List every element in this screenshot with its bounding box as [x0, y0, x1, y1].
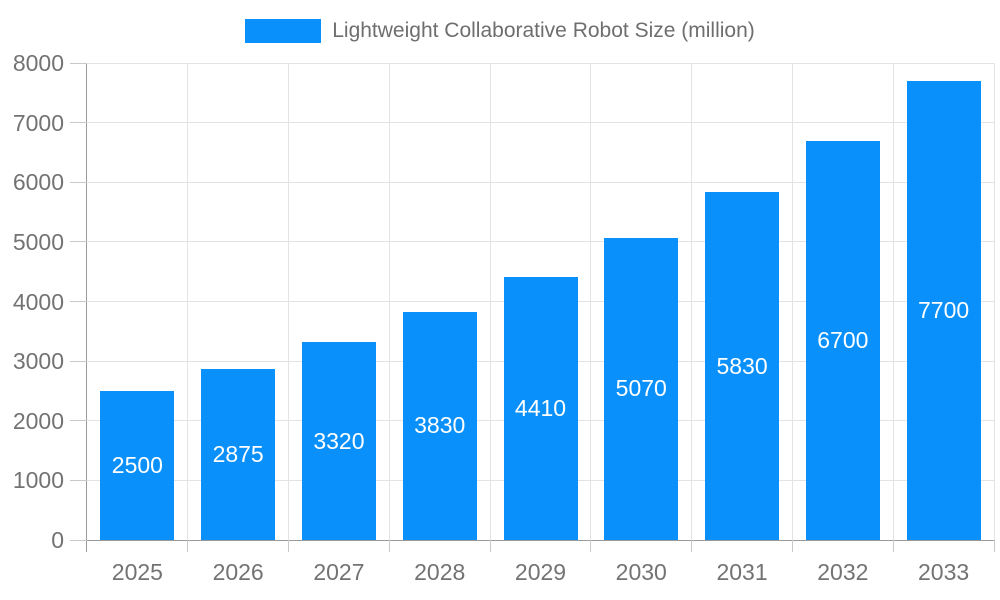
x-tick-mark [388, 540, 390, 552]
bar-2025[interactable]: 2500 [100, 390, 175, 540]
bar-value-label: 7700 [918, 296, 970, 323]
bar-value-label: 3320 [313, 427, 365, 454]
y-tick-mark [70, 241, 87, 243]
bar-value-label: 5830 [716, 352, 768, 379]
y-tick-label: 7000 [12, 109, 64, 136]
x-tick-label-2029: 2029 [514, 559, 567, 585]
y-tick-mark [70, 420, 87, 422]
y-tick-label: 0 [51, 527, 64, 553]
x-tick-mark [791, 540, 793, 552]
x-tick-mark [892, 540, 894, 552]
bar-value-label: 4410 [514, 395, 567, 422]
plot-area: 2500 2875 3320 3830 4410 5070 5830 6700 7700 [87, 62, 995, 540]
x-tick-mark [187, 540, 189, 552]
x-tick-mark [288, 540, 290, 552]
y-tick-mark [70, 181, 87, 183]
y-tick-label: 8000 [12, 50, 64, 76]
bar-2029[interactable]: 4410 [503, 277, 578, 540]
y-tick-mark [70, 539, 87, 541]
bar-value-label: 2500 [111, 451, 163, 478]
bar-value-label: 6700 [817, 326, 869, 353]
y-tick-mark [70, 479, 87, 481]
bar-value-label: 2875 [212, 440, 264, 467]
x-axis-line [86, 540, 994, 541]
bar-2027[interactable]: 3320 [301, 342, 376, 540]
y-tick-mark [70, 360, 87, 362]
x-tick-mark [993, 540, 995, 552]
y-tick-mark [70, 301, 87, 302]
bar-value-label: 5070 [615, 375, 667, 402]
x-tick-label-2033: 2033 [918, 559, 970, 585]
x-tick-mark [489, 540, 491, 552]
gridline-horizontal [87, 122, 994, 124]
x-tick-label-2031: 2031 [716, 559, 768, 585]
y-tick-mark [70, 122, 87, 124]
bar-2032[interactable]: 6700 [805, 140, 880, 540]
x-tick-label-2026: 2026 [212, 559, 264, 585]
gridline-vertical [187, 63, 189, 540]
legend-label: Lightweight Collaborative Robot Size (mi… [332, 19, 755, 42]
gridline-vertical [388, 63, 390, 540]
x-tick-label-2028: 2028 [414, 559, 466, 585]
legend-swatch-icon [245, 19, 322, 43]
y-tick-label: 6000 [12, 169, 64, 196]
bar-2026[interactable]: 2875 [201, 368, 276, 540]
x-tick-label-2025: 2025 [111, 559, 163, 585]
chart-legend[interactable]: Lightweight Collaborative Robot Size (mi… [0, 19, 1000, 43]
y-tick-label: 2000 [12, 407, 64, 434]
gridline-vertical [791, 63, 793, 540]
gridline-vertical [993, 63, 995, 540]
bar-2028[interactable]: 3830 [402, 311, 477, 540]
bar-2031[interactable]: 5830 [705, 192, 780, 540]
x-tick-label-2030: 2030 [615, 559, 667, 585]
y-tick-label: 5000 [12, 228, 64, 255]
gridline-horizontal [87, 62, 994, 64]
y-tick-label: 4000 [12, 288, 64, 315]
y-tick-mark [70, 62, 87, 64]
x-tick-label-2032: 2032 [817, 559, 869, 585]
x-tick-mark [691, 540, 693, 552]
x-tick-label-2027: 2027 [313, 559, 365, 585]
gridline-vertical [288, 63, 290, 540]
bar-2033[interactable]: 7700 [906, 80, 981, 540]
gridline-vertical [489, 63, 491, 540]
y-tick-label: 3000 [12, 348, 64, 375]
bar-value-label: 3830 [414, 412, 466, 439]
gridline-vertical [590, 63, 592, 540]
gridline-vertical [691, 63, 693, 540]
gridline-vertical [892, 63, 894, 540]
y-tick-label: 1000 [12, 467, 64, 494]
bar-2030[interactable]: 5070 [604, 237, 679, 540]
x-tick-mark [590, 540, 592, 552]
